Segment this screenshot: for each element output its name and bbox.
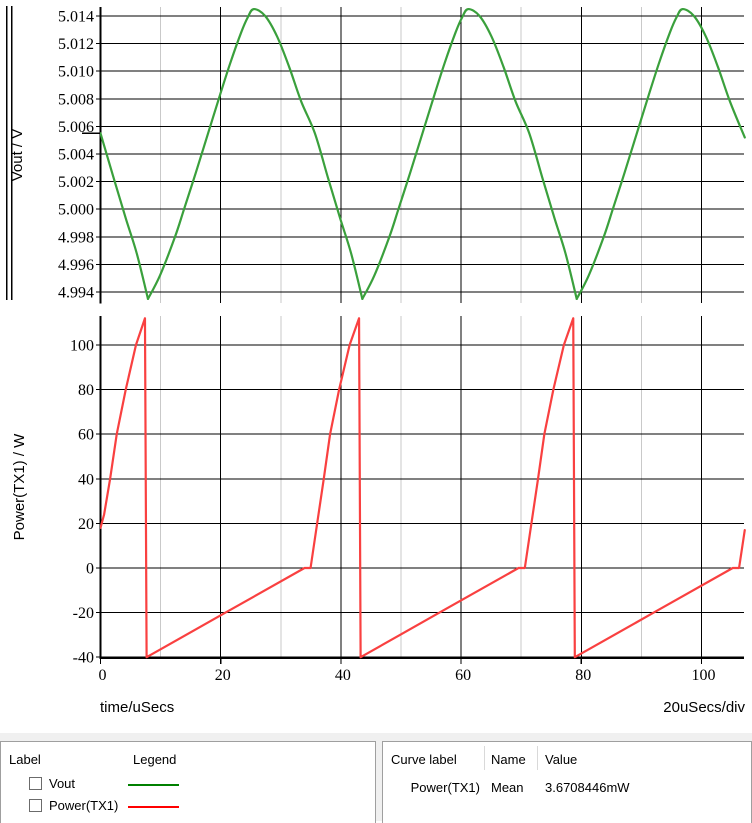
legend-panel: Label Legend Vout Power(TX1) (0, 741, 376, 823)
meas-header-name: Name (491, 752, 526, 767)
vout-curve[interactable] (100, 132, 150, 300)
y-tick-label: 0 (86, 561, 94, 578)
y-tick-label: 20 (78, 516, 94, 533)
vout-label[interactable]: Vout (49, 776, 76, 791)
x-tick-label: 20 (215, 667, 231, 684)
x-tick-label: 80 (575, 667, 591, 684)
x-scale-label: 20uSecs/div (663, 699, 745, 716)
y-tick-label: -20 (73, 605, 94, 622)
meas-row-curve-label[interactable]: Power(TX1) (410, 780, 480, 795)
label-layer: Vout / V Power(TX1) / W time/uSecs 20uSe… (9, 129, 745, 716)
top-y-axis-title: Vout / V (9, 129, 26, 182)
bottom-panels: Label Legend Vout Power(TX1) Curve label… (0, 741, 752, 823)
tick-label-layer: 5.014 5.012 5.010 5.008 5.006 5.004 5.002 5.000… (58, 9, 716, 685)
x-axis-label: time/uSecs (100, 699, 174, 716)
header-separator (537, 746, 538, 770)
bottom-y-axis-title: Power(TX1) / W (11, 433, 28, 541)
vout-curve[interactable] (146, 8, 364, 300)
legend-header-label: Label (9, 752, 41, 767)
y-tick-label: 60 (78, 427, 94, 444)
vout-curve[interactable] (361, 8, 578, 300)
y-tick-label: 40 (78, 471, 94, 488)
power-legend-line[interactable] (128, 806, 179, 808)
x-tick-label: 0 (99, 667, 107, 684)
axis-select-bar-icon (11, 6, 13, 300)
y-tick-label: -40 (73, 650, 94, 667)
vout-curve[interactable] (575, 8, 746, 300)
vout-legend-line[interactable] (128, 784, 179, 786)
y-tick-label: 5.012 (58, 36, 94, 53)
y-tick-label: 5.004 (58, 147, 94, 164)
grid-layer (96, 7, 744, 658)
y-tick-label: 80 (78, 382, 94, 399)
curve-layer (100, 8, 746, 659)
power-curve-group (100, 317, 746, 659)
power-curve[interactable] (100, 317, 746, 659)
x-tick-label: 100 (692, 667, 716, 684)
meas-header-value: Value (545, 752, 578, 767)
vout-checkbox[interactable] (29, 777, 42, 790)
legend-header-legend: Legend (133, 752, 177, 767)
y-tick-label: 100 (70, 338, 94, 355)
axis-select-bar-icon (6, 6, 8, 300)
panel-divider-strip (0, 733, 752, 741)
power-checkbox[interactable] (29, 799, 42, 812)
y-tick-label: 5.006 (58, 119, 94, 136)
meas-header-curve-label: Curve label (391, 752, 457, 767)
measurement-panel: Curve label Name Value Power(TX1) Mean 3… (382, 741, 752, 823)
meas-row-name: Mean (491, 780, 524, 795)
y-tick-label: 4.998 (58, 229, 94, 246)
y-tick-label: 5.000 (58, 202, 94, 219)
axis-layer (6, 6, 744, 664)
y-tick-label: 5.014 (58, 9, 94, 26)
y-tick-label: 4.996 (58, 257, 94, 274)
power-label[interactable]: Power(TX1) (49, 798, 119, 813)
y-tick-label: 5.008 (58, 91, 94, 108)
y-tick-label: 5.010 (58, 64, 94, 81)
y-tick-label: 5.002 (58, 174, 94, 191)
y-tick-label: 4.994 (58, 285, 94, 302)
x-tick-label: 40 (335, 667, 351, 684)
vout-curve-group (100, 8, 746, 300)
header-separator (484, 746, 485, 770)
x-tick-label: 60 (455, 667, 471, 684)
meas-row-value: 3.6708446mW (545, 780, 630, 795)
plot-svg[interactable]: 5.014 5.012 5.010 5.008 5.006 5.004 5.002 5.000… (0, 0, 752, 733)
